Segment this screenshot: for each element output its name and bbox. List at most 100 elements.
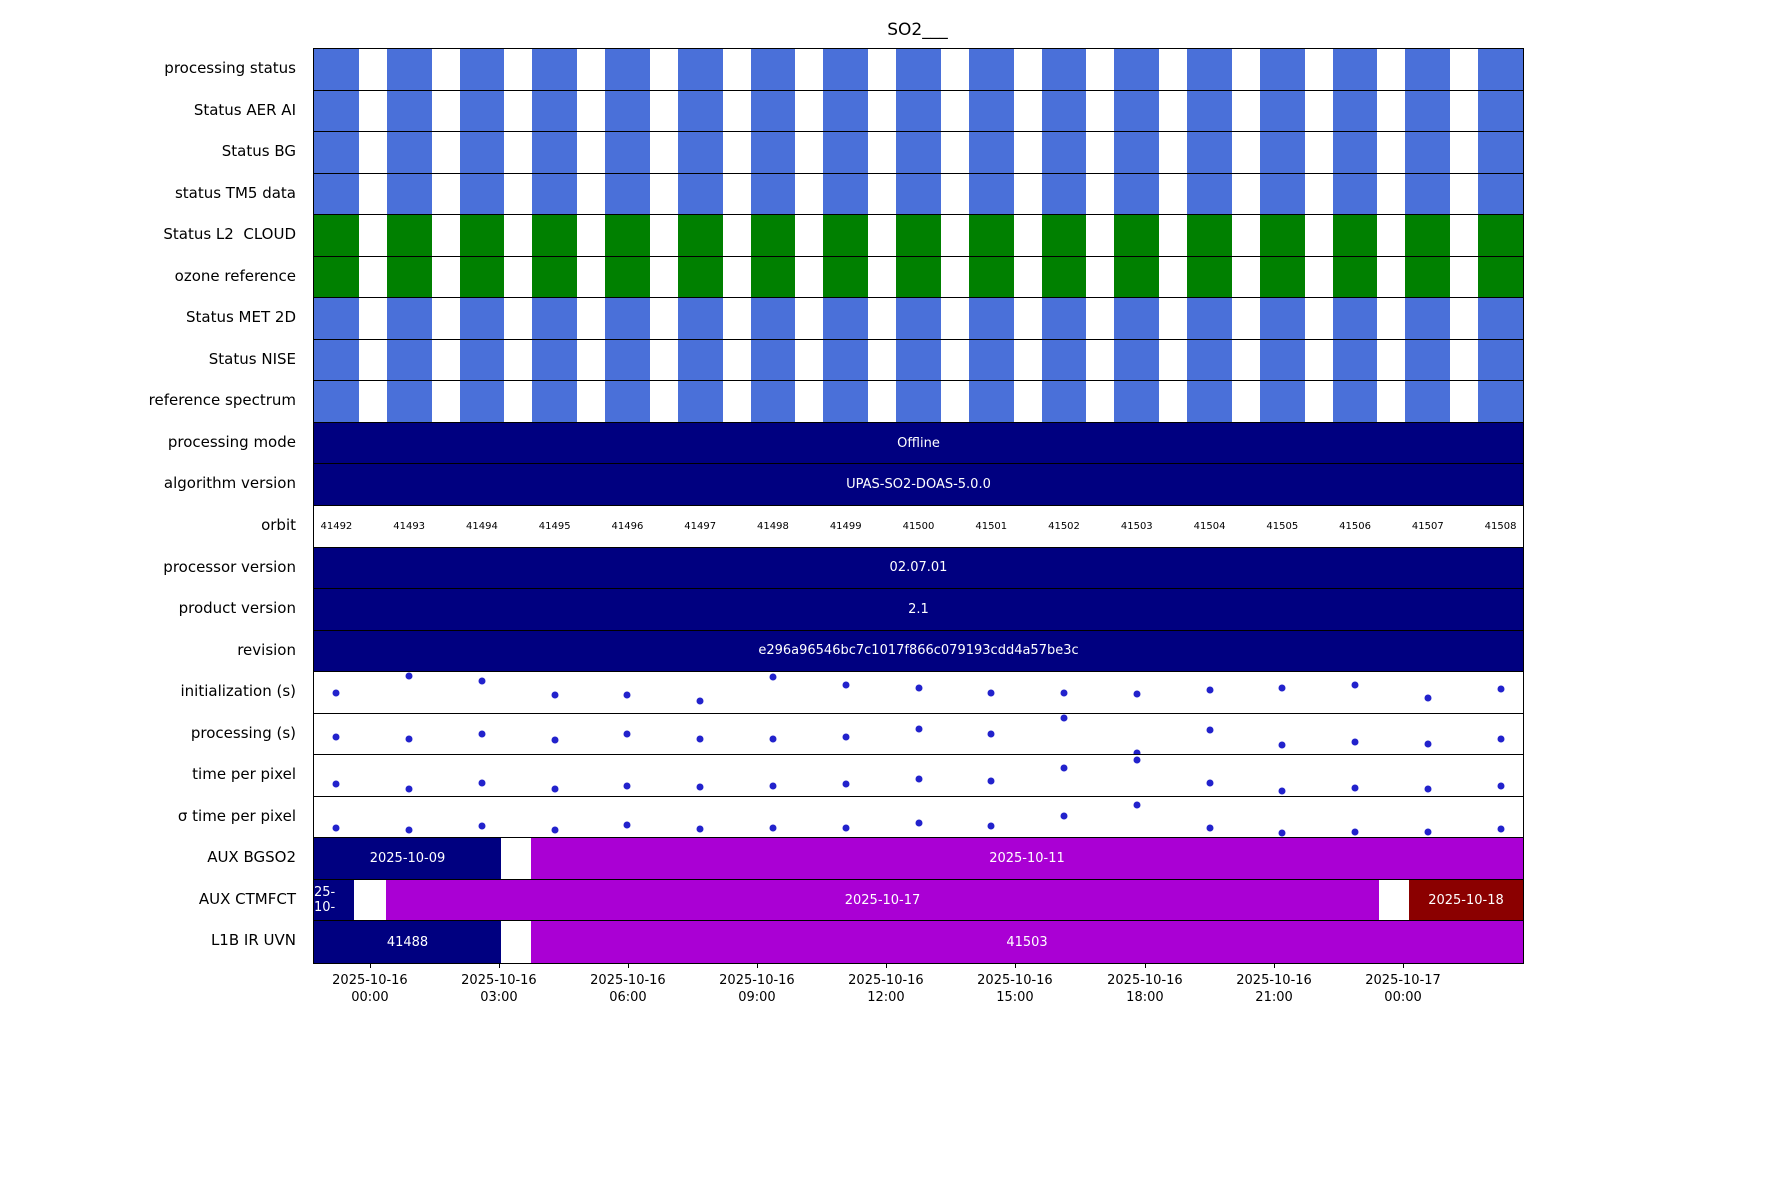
status-block: [1041, 339, 1087, 381]
scatter-dot: [915, 775, 922, 783]
status-block: [1114, 90, 1160, 132]
chart-row: 25-10- 2025-10-17 2025-10-18: [314, 879, 1523, 922]
status-block: [1187, 381, 1232, 422]
x-tick-mark: [1014, 963, 1016, 968]
scatter-dot: [842, 824, 850, 832]
x-tick-mark: [1274, 963, 1276, 968]
status-block: [750, 173, 796, 215]
bar-value-text: UPAS-SO2-DOAS-5.0.0: [846, 477, 991, 493]
scatter-dot: [623, 730, 631, 738]
segment-value-text: 25-10-: [314, 885, 336, 916]
orbit-number: 41504: [1193, 520, 1226, 532]
scatter-dot: [551, 785, 559, 792]
segment-value-text: 41488: [386, 934, 429, 950]
scatter-dot: [769, 673, 777, 681]
status-block: [605, 381, 650, 422]
status-block: [1114, 339, 1160, 381]
status-block: [677, 256, 723, 298]
scatter-dot: [405, 735, 413, 743]
scatter-dot: [915, 684, 922, 692]
status-block: [1478, 215, 1523, 256]
status-block: [386, 298, 432, 339]
row-label-striped: processing status: [164, 59, 296, 77]
scatter-dot: [1278, 829, 1286, 837]
row-label-striped: Status L2 CLOUD: [163, 225, 296, 244]
status-block: [1041, 49, 1087, 90]
x-tick-mark: [1144, 963, 1146, 968]
status-block: [1332, 90, 1378, 132]
chart-row: [314, 173, 1523, 216]
status-block: [896, 381, 941, 422]
status-block: [459, 90, 505, 132]
status-block: [968, 49, 1014, 90]
orbit-number: 41499: [829, 520, 862, 532]
status-block: [968, 215, 1014, 256]
timeline-segment: 2025-10-17: [385, 879, 1380, 921]
scatter-dot: [987, 730, 995, 738]
status-block: [896, 173, 941, 215]
status-block: [896, 215, 941, 256]
status-block: [1187, 215, 1232, 256]
orbit-number: 41498: [757, 520, 789, 532]
status-block: [532, 339, 578, 381]
scatter-dot: [1424, 740, 1432, 748]
status-block: [1114, 298, 1160, 339]
status-block: [1332, 215, 1378, 256]
status-block: [677, 215, 723, 256]
status-block: [459, 132, 505, 173]
chart-row: [314, 90, 1523, 133]
status-block: [1259, 173, 1305, 215]
status-block: [1114, 381, 1160, 422]
status-block: [386, 49, 432, 90]
plot-area: Offline UPAS-SO2-DOAS-5.0.0 41492 41493 4149…: [313, 48, 1524, 964]
status-block: [1478, 298, 1523, 339]
scatter-dot: [551, 691, 559, 699]
scatter-dot: [987, 777, 995, 785]
scatter-dot: [1351, 828, 1359, 836]
row-label-segments: AUX BGSO2: [207, 848, 296, 867]
orbit-number: 41501: [975, 520, 1008, 532]
orbit-number: 41497: [684, 520, 717, 532]
scatter-dot: [1278, 684, 1286, 692]
chart-row: [314, 381, 1523, 423]
status-block: [1332, 173, 1378, 215]
x-tick-label: 2025-10-16 09:00: [719, 973, 795, 1005]
status-block: [1478, 256, 1523, 298]
status-block: [1332, 298, 1378, 339]
orbit-number: 41493: [393, 520, 426, 532]
row-label-scatter: σ time per pixel: [177, 806, 296, 825]
status-block: [459, 298, 505, 339]
status-block: [1041, 381, 1087, 422]
chart-row: [314, 256, 1523, 299]
status-block: [1332, 256, 1378, 298]
scatter-dot: [478, 822, 486, 830]
status-block: [896, 298, 941, 339]
status-block: [677, 132, 723, 173]
status-block: [1114, 215, 1160, 256]
status-block: [1187, 49, 1232, 90]
status-block: [532, 132, 578, 173]
scatter-dot: [1060, 714, 1068, 722]
status-block: [605, 298, 650, 339]
row-label-solid: processing mode: [167, 432, 296, 451]
row-label-solid: algorithm version: [163, 474, 296, 493]
scatter-dot: [405, 785, 413, 792]
status-block: [1405, 215, 1451, 256]
scatter-dot: [1278, 741, 1286, 749]
status-block: [1259, 132, 1305, 173]
status-block: [386, 90, 432, 132]
status-block: [1259, 215, 1305, 256]
scatter-dot: [1206, 686, 1214, 694]
scatter-dot: [1133, 801, 1141, 809]
status-block: [750, 90, 796, 132]
x-tick-label: 2025-10-16 15:00: [977, 973, 1053, 1005]
orbit-number: 41507: [1411, 520, 1444, 532]
status-block: [1259, 256, 1305, 298]
scatter-dot: [478, 730, 486, 738]
chart-row: UPAS-SO2-DOAS-5.0.0: [314, 464, 1523, 506]
scatter-dot: [623, 821, 631, 829]
status-block: [314, 90, 359, 132]
status-block: [532, 298, 578, 339]
status-block: [896, 132, 941, 173]
